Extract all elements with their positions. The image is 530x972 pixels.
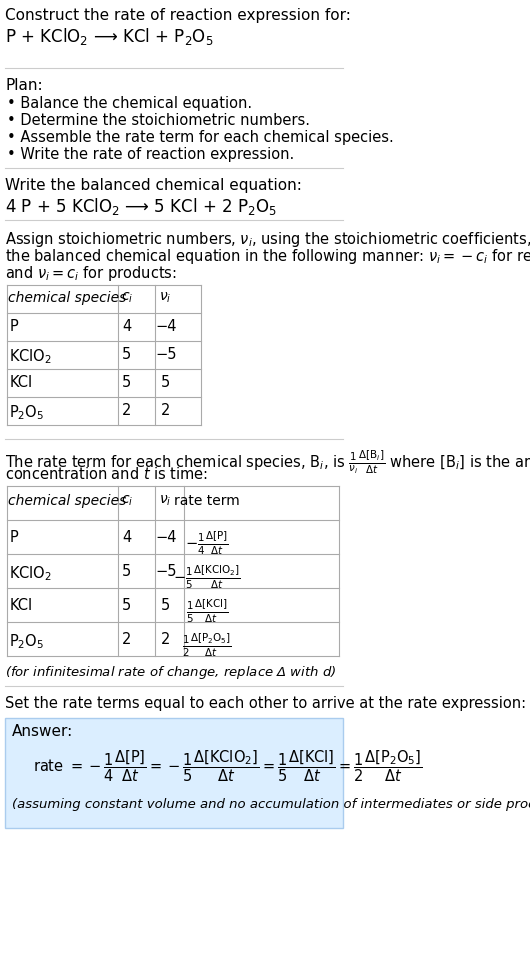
Text: Assign stoichiometric numbers, $\nu_i$, using the stoichiometric coefficients, $: Assign stoichiometric numbers, $\nu_i$, … [5,230,530,249]
Text: 5: 5 [122,598,131,613]
Text: P + KClO$_2$ ⟶ KCl + P$_2$O$_5$: P + KClO$_2$ ⟶ KCl + P$_2$O$_5$ [5,26,214,47]
Text: Answer:: Answer: [12,724,73,739]
Text: P: P [9,319,18,334]
Text: 4: 4 [122,530,131,545]
Text: $\nu_i$: $\nu_i$ [160,494,172,508]
Text: (for infinitesimal rate of change, replace Δ with $d$): (for infinitesimal rate of change, repla… [5,664,337,681]
Text: • Assemble the rate term for each chemical species.: • Assemble the rate term for each chemic… [6,130,393,145]
Text: 5: 5 [122,347,131,362]
Text: chemical species: chemical species [8,291,126,305]
Text: the balanced chemical equation in the following manner: $\nu_i = -c_i$ for react: the balanced chemical equation in the fo… [5,247,530,266]
Text: $\nu_i$: $\nu_i$ [160,291,172,305]
Text: • Balance the chemical equation.: • Balance the chemical equation. [6,96,252,111]
Text: P$_2$O$_5$: P$_2$O$_5$ [9,632,45,650]
Text: 5: 5 [122,564,131,579]
Text: KCl: KCl [9,598,32,613]
Text: 4 P + 5 KClO$_2$ ⟶ 5 KCl + 2 P$_2$O$_5$: 4 P + 5 KClO$_2$ ⟶ 5 KCl + 2 P$_2$O$_5$ [5,196,277,217]
Text: • Write the rate of reaction expression.: • Write the rate of reaction expression. [6,147,294,162]
Text: −5: −5 [155,564,176,579]
FancyBboxPatch shape [5,718,343,828]
Text: Write the balanced chemical equation:: Write the balanced chemical equation: [5,178,302,193]
Text: $\frac{1}{5}\frac{\Delta[\mathrm{KCl}]}{\Delta t}$: $\frac{1}{5}\frac{\Delta[\mathrm{KCl}]}{… [186,598,228,625]
Text: 2: 2 [122,632,131,647]
Text: concentration and $t$ is time:: concentration and $t$ is time: [5,466,208,482]
Text: KCl: KCl [9,375,32,390]
Text: P$_2$O$_5$: P$_2$O$_5$ [9,403,45,422]
Text: −4: −4 [155,530,176,545]
Text: Set the rate terms equal to each other to arrive at the rate expression:: Set the rate terms equal to each other t… [5,696,526,711]
Text: 5: 5 [122,375,131,390]
Text: $-\frac{1}{4}\frac{\Delta[\mathrm{P}]}{\Delta t}$: $-\frac{1}{4}\frac{\Delta[\mathrm{P}]}{\… [186,530,229,558]
Text: and $\nu_i = c_i$ for products:: and $\nu_i = c_i$ for products: [5,264,177,283]
Text: The rate term for each chemical species, B$_i$, is $\frac{1}{\nu_i}\frac{\Delta[: The rate term for each chemical species,… [5,449,530,476]
Text: −5: −5 [155,347,176,362]
Text: rate $= -\dfrac{1}{4}\dfrac{\Delta[\mathrm{P}]}{\Delta t} = -\dfrac{1}{5}\dfrac{: rate $= -\dfrac{1}{4}\dfrac{\Delta[\math… [33,748,422,783]
Text: 5: 5 [161,375,170,390]
Text: Plan:: Plan: [5,78,43,93]
Text: −4: −4 [155,319,176,334]
Text: 4: 4 [122,319,131,334]
Text: 5: 5 [161,598,170,613]
Text: $c_i$: $c_i$ [121,291,133,305]
Text: • Determine the stoichiometric numbers.: • Determine the stoichiometric numbers. [6,113,310,128]
Text: 2: 2 [122,403,131,418]
Text: $\frac{1}{2}\frac{\Delta[\mathrm{P_2O_5}]}{\Delta t}$: $\frac{1}{2}\frac{\Delta[\mathrm{P_2O_5}… [182,632,232,659]
Text: KClO$_2$: KClO$_2$ [9,564,52,582]
Text: $c_i$: $c_i$ [121,494,133,508]
Text: Construct the rate of reaction expression for:: Construct the rate of reaction expressio… [5,8,351,23]
Text: $-\frac{1}{5}\frac{\Delta[\mathrm{KClO_2}]}{\Delta t}$: $-\frac{1}{5}\frac{\Delta[\mathrm{KClO_2… [173,564,241,591]
Text: rate term: rate term [174,494,240,508]
Text: chemical species: chemical species [8,494,126,508]
Text: 2: 2 [161,632,170,647]
Text: P: P [9,530,18,545]
Text: (assuming constant volume and no accumulation of intermediates or side products): (assuming constant volume and no accumul… [12,798,530,811]
Text: KClO$_2$: KClO$_2$ [9,347,52,365]
Text: 2: 2 [161,403,170,418]
